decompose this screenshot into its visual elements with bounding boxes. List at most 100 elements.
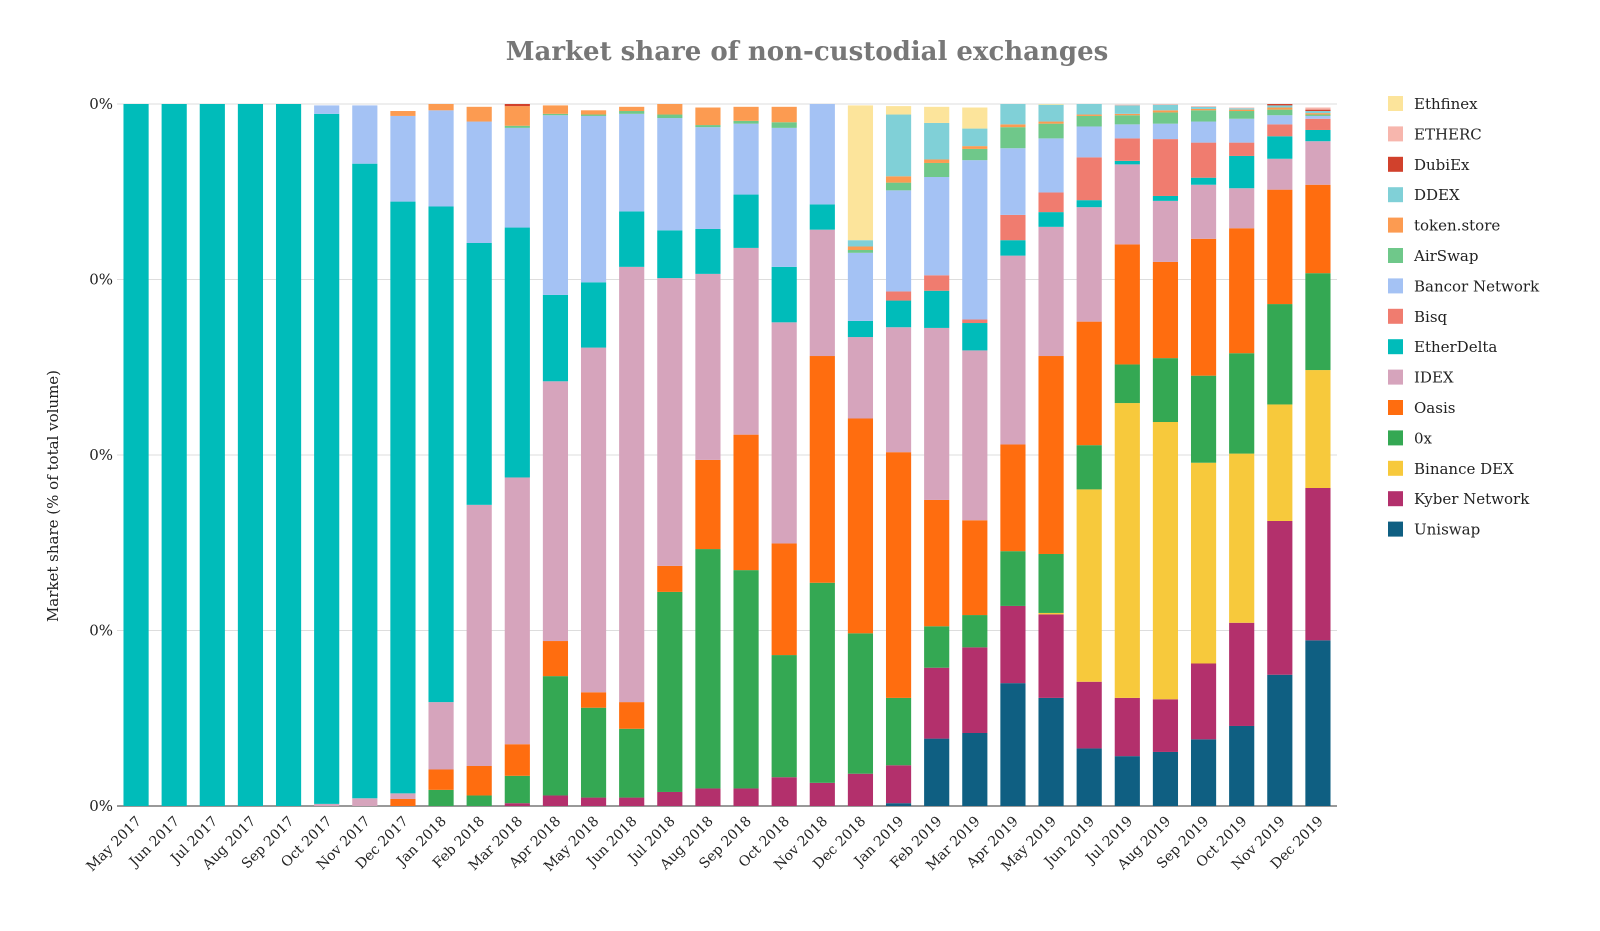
bar-segment bbox=[542, 641, 569, 677]
legend-swatch bbox=[1388, 369, 1403, 385]
bar-segment bbox=[733, 570, 759, 789]
bar-segment bbox=[733, 247, 759, 435]
bar-segment bbox=[1267, 189, 1293, 305]
bar-segment bbox=[542, 115, 569, 295]
bar-segment bbox=[580, 707, 607, 798]
bar-segment bbox=[580, 115, 607, 283]
bar-segment bbox=[885, 291, 912, 301]
bar-segment bbox=[924, 327, 950, 500]
bar-segment bbox=[962, 146, 988, 149]
bar-segment bbox=[1152, 422, 1179, 700]
bar-stack bbox=[1000, 104, 1026, 806]
bar-segment bbox=[1305, 640, 1331, 806]
bar-stack bbox=[962, 107, 988, 806]
bar-segment bbox=[1305, 107, 1331, 110]
bar-segment bbox=[504, 106, 530, 126]
legend-label: 0x bbox=[1414, 429, 1433, 447]
legend: Ethfinex ETHERC DubiEx DDEX token.store AirSw… bbox=[1388, 95, 1540, 539]
bar-segment bbox=[1152, 195, 1179, 201]
bar-segment bbox=[542, 381, 569, 642]
bar-segment bbox=[504, 104, 530, 107]
bar-segment bbox=[428, 702, 454, 770]
bar-segment bbox=[1152, 104, 1179, 111]
bar-stack bbox=[1076, 104, 1102, 806]
legend-item: DDEX bbox=[1388, 186, 1460, 204]
bar-segment bbox=[580, 347, 607, 693]
legend-swatch bbox=[1388, 96, 1403, 111]
bar-stack bbox=[1038, 104, 1064, 806]
bar-stack bbox=[504, 104, 530, 806]
bar-segment bbox=[1190, 739, 1217, 806]
bar-segment bbox=[1229, 188, 1255, 229]
bar-segment bbox=[1267, 124, 1293, 137]
bar-segment bbox=[924, 106, 950, 123]
bar-segment bbox=[885, 182, 912, 191]
bar-segment bbox=[1305, 118, 1331, 130]
bar-segment bbox=[733, 788, 759, 806]
legend-item: Ethfinex bbox=[1388, 95, 1478, 113]
bar-segment bbox=[847, 250, 874, 253]
bar-stack bbox=[695, 107, 721, 806]
bar-segment bbox=[1000, 104, 1026, 125]
bar-segment bbox=[1038, 614, 1064, 698]
bar-segment bbox=[1038, 697, 1064, 806]
legend-item: IDEX bbox=[1388, 369, 1454, 387]
bar-segment bbox=[1305, 115, 1331, 119]
legend-label: AirSwap bbox=[1413, 247, 1478, 265]
legend-swatch bbox=[1388, 126, 1403, 142]
bar-segment bbox=[1229, 453, 1255, 623]
bar-segment bbox=[657, 278, 683, 566]
legend-label: Kyber Network bbox=[1414, 490, 1530, 508]
bar-segment bbox=[733, 120, 759, 124]
bar-segment bbox=[352, 105, 378, 164]
bar-segment bbox=[1076, 200, 1102, 208]
bar-segment bbox=[1000, 124, 1026, 128]
bar-segment bbox=[1229, 725, 1255, 806]
bar-segment bbox=[695, 107, 721, 126]
bar-stack bbox=[885, 106, 912, 806]
bar-segment bbox=[275, 104, 302, 806]
bar-segment bbox=[466, 795, 492, 806]
bar-segment bbox=[924, 499, 950, 627]
bar-segment bbox=[542, 105, 569, 114]
bar-segment bbox=[1267, 404, 1293, 521]
bar-segment bbox=[1000, 444, 1026, 552]
bar-segment bbox=[1038, 121, 1064, 124]
bar-segment bbox=[1152, 104, 1179, 105]
bar-segment bbox=[1190, 462, 1217, 664]
bar-segment bbox=[962, 107, 988, 129]
bar-segment bbox=[1267, 520, 1293, 675]
bar-segment bbox=[1076, 115, 1102, 127]
bar-segment bbox=[619, 266, 645, 703]
bar-segment bbox=[1038, 212, 1064, 227]
bar-segment bbox=[1190, 663, 1217, 740]
bar-segment bbox=[1190, 108, 1217, 111]
bar-segment bbox=[1038, 104, 1064, 105]
bar-segment bbox=[1190, 238, 1217, 376]
bar-segment bbox=[1000, 148, 1026, 215]
bar-segment bbox=[1305, 273, 1331, 371]
bar-segment bbox=[924, 159, 950, 163]
bar-segment bbox=[1305, 109, 1331, 112]
bar-segment bbox=[1152, 123, 1179, 140]
bar-stack bbox=[809, 104, 835, 806]
bar-segment bbox=[1267, 107, 1293, 110]
bar-segment bbox=[161, 104, 187, 806]
legend-label: Oasis bbox=[1414, 399, 1455, 417]
legend-swatch bbox=[1388, 187, 1403, 203]
bar-segment bbox=[847, 337, 874, 419]
bar-segment bbox=[390, 798, 416, 806]
bar-segment bbox=[695, 273, 721, 460]
legend-item: Kyber Network bbox=[1388, 490, 1530, 508]
bar-segment bbox=[619, 702, 645, 729]
bar-segment bbox=[809, 582, 835, 783]
bar-segment bbox=[924, 626, 950, 668]
bar-segment bbox=[924, 177, 950, 276]
bar-segment bbox=[924, 738, 950, 806]
bar-stack bbox=[542, 105, 569, 806]
bar-segment bbox=[1152, 699, 1179, 752]
legend-swatch bbox=[1388, 156, 1403, 172]
bar-segment bbox=[695, 228, 721, 274]
y-tick-label: 0% bbox=[89, 271, 113, 289]
